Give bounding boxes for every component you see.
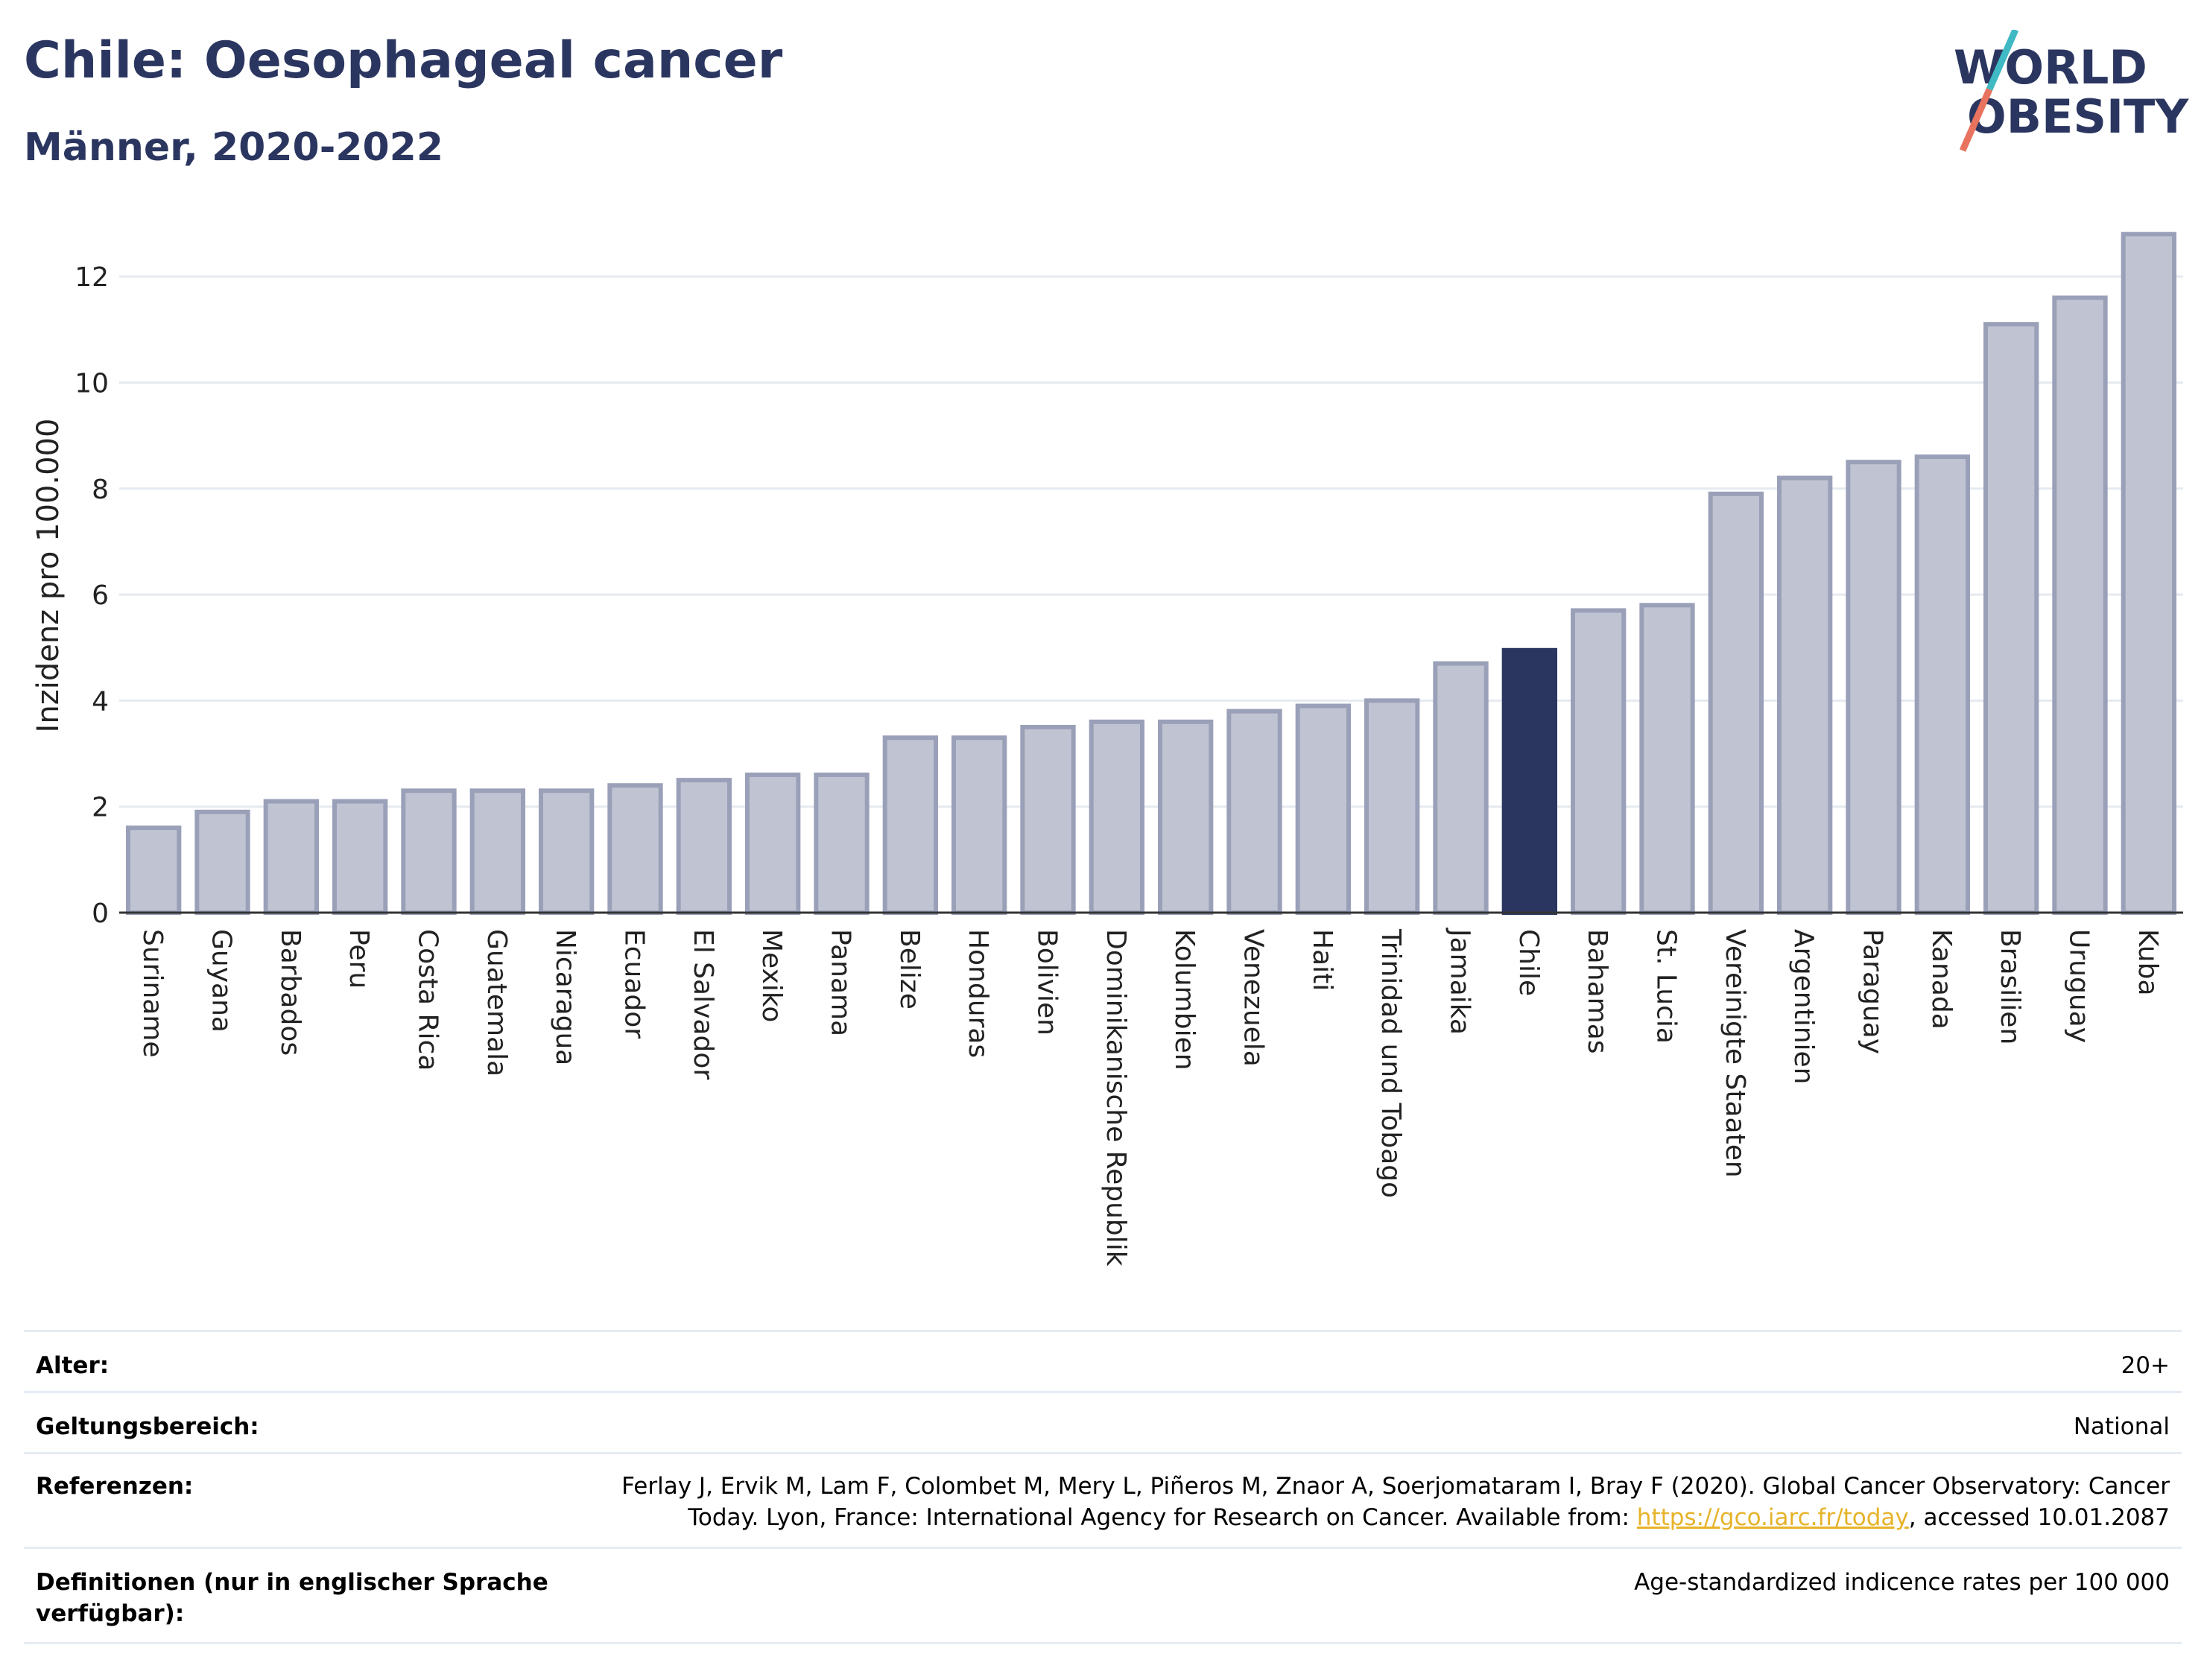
x-tick-label: Guyana: [206, 929, 237, 1033]
bar-st-lucia: [1639, 603, 1695, 915]
bar-nicaragua: [539, 788, 595, 916]
logo-line-2: OBESITY: [1967, 89, 2189, 144]
bar-bahamas: [1571, 608, 1627, 916]
x-tick-label: El Salvador: [688, 929, 718, 1080]
bar-dominikanische-republik: [1089, 719, 1144, 915]
meta-label-scope: Geltungsbereich:: [36, 1413, 259, 1440]
x-tick-label: Belize: [894, 929, 925, 1009]
x-tick-label: Bolivien: [1032, 929, 1063, 1036]
meta-value-references: Ferlay J, Ervik M, Lam F, Colombet M, Me…: [568, 1471, 2170, 1533]
bar-ecuador: [607, 783, 663, 915]
x-tick-label: Panama: [826, 929, 856, 1036]
page-subtitle: Männer, 2020-2022: [24, 125, 444, 170]
y-tick-label: 12: [75, 262, 109, 293]
bar-panama: [814, 773, 870, 915]
bar-uruguay: [2052, 295, 2108, 916]
bar-argentinien: [1777, 475, 1833, 915]
bar-kolumbien: [1158, 719, 1214, 915]
y-tick-label: 10: [75, 368, 109, 399]
x-tick-labels: Suriname Guyana Barbados Peru Costa Rica Guat…: [137, 928, 2163, 1267]
x-tick-label: Guatemala: [481, 929, 512, 1077]
x-tick-label: Trinidad und Tobago: [1375, 928, 1406, 1198]
x-tick-label: Chile: [1513, 929, 1544, 996]
bar-trinidad-und-tobago: [1364, 698, 1420, 916]
reference-link[interactable]: https://gco.iarc.fr/today: [1636, 1504, 1909, 1531]
x-tick-label: Vereinigte Staaten: [1720, 929, 1750, 1178]
bar-kanada: [1914, 454, 1970, 915]
bar-belize: [882, 735, 938, 916]
meta-row-references: Referenzen: Ferlay J, Ervik M, Lam F, Co…: [24, 1452, 2182, 1547]
x-tick-label: Argentinien: [1788, 929, 1819, 1085]
logo-line-1: WORLD: [1954, 40, 2147, 95]
meta-row-definitions: Definitionen (nur in englischer Sprache …: [24, 1547, 2182, 1644]
x-tick-label: Kanada: [1926, 929, 1957, 1030]
logo-slash-top: [1986, 30, 2019, 91]
bar-vereinigte-staaten: [1708, 491, 1764, 915]
y-tick-label: 4: [92, 686, 109, 717]
bar-kuba: [2121, 232, 2176, 915]
world-obesity-logo: WORLD OBESITY: [1954, 30, 2189, 152]
bar-chart: 0 2 4 6 8 10 12 Suriname Guyana Barbados Peru Cost…: [31, 232, 2183, 1267]
bar-venezuela: [1226, 709, 1282, 915]
x-tick-label: Jamaika: [1445, 928, 1475, 1035]
x-tick-label: Uruguay: [2064, 929, 2094, 1043]
meta-label-age: Alter:: [36, 1352, 110, 1379]
x-tick-label: Costa Rica: [413, 929, 443, 1071]
reference-text: Ferlay J, Ervik M, Lam F, Colombet M, Me…: [621, 1473, 2170, 1531]
bar-honduras: [951, 735, 1007, 916]
x-tick-label: Kolumbien: [1169, 929, 1200, 1071]
page-title: Chile: Oesophageal cancer: [24, 31, 783, 90]
bars: [126, 232, 2176, 916]
meta-value-scope: National: [2073, 1413, 2170, 1440]
meta-row-age: Alter: 20+: [24, 1330, 2182, 1392]
x-tick-label: Venezuela: [1238, 929, 1269, 1067]
x-tick-label: Nicaragua: [550, 929, 580, 1065]
bar-jamaika: [1433, 661, 1489, 915]
bar-suriname: [126, 825, 182, 915]
x-tick-label: Barbados: [275, 929, 305, 1056]
bar-bolivien: [1020, 724, 1076, 916]
y-axis-label: Inzidenz pro 100.000: [31, 419, 66, 733]
x-tick-label: St. Lucia: [1651, 929, 1682, 1044]
bar-barbados: [263, 799, 319, 915]
x-tick-label: Paraguay: [1858, 929, 1888, 1054]
bar-haiti: [1295, 703, 1351, 915]
x-tick-label: Mexiko: [756, 929, 787, 1022]
meta-label-references: Referenzen:: [36, 1473, 194, 1500]
x-tick-label: Haiti: [1307, 929, 1337, 991]
y-tick-label: 6: [92, 580, 109, 611]
x-tick-label: Dominikanische Republik: [1101, 929, 1131, 1267]
meta-value-definitions: Age-standardized indicence rates per 100…: [1634, 1569, 2170, 1596]
bar-paraguay: [1846, 460, 1901, 915]
logo-slash-bottom: [1959, 88, 1993, 152]
x-tick-label: Peru: [343, 929, 374, 989]
meta-value-age: 20+: [2121, 1352, 2170, 1379]
x-tick-label: Honduras: [963, 929, 993, 1058]
bar-guatemala: [469, 788, 525, 916]
bar-brasilien: [1983, 322, 2039, 915]
y-tick-labels: 0 2 4 6 8 10 12: [75, 262, 109, 929]
x-tick-label: Ecuador: [619, 929, 650, 1039]
bar-costa-rica: [401, 788, 457, 916]
x-tick-label: Kuba: [2132, 929, 2163, 996]
y-tick-label: 8: [92, 475, 109, 505]
bar-mexiko: [745, 773, 801, 915]
meta-label-definitions: Definitionen (nur in englischer Sprache …: [36, 1569, 548, 1627]
bar-el-salvador: [676, 778, 732, 915]
bar-peru: [332, 799, 388, 915]
reference-accessed: , accessed 10.01.2087: [1908, 1504, 2170, 1531]
bar-guyana: [194, 809, 250, 916]
y-tick-label: 2: [92, 793, 109, 823]
grid-lines: [119, 275, 2183, 808]
x-tick-label: Suriname: [137, 929, 168, 1058]
x-tick-label: Brasilien: [1995, 929, 2025, 1045]
bar-chile: [1501, 647, 1557, 915]
x-tick-label: Bahamas: [1582, 929, 1612, 1054]
meta-row-scope: Geltungsbereich: National: [24, 1391, 2182, 1453]
y-tick-label: 0: [92, 898, 109, 929]
